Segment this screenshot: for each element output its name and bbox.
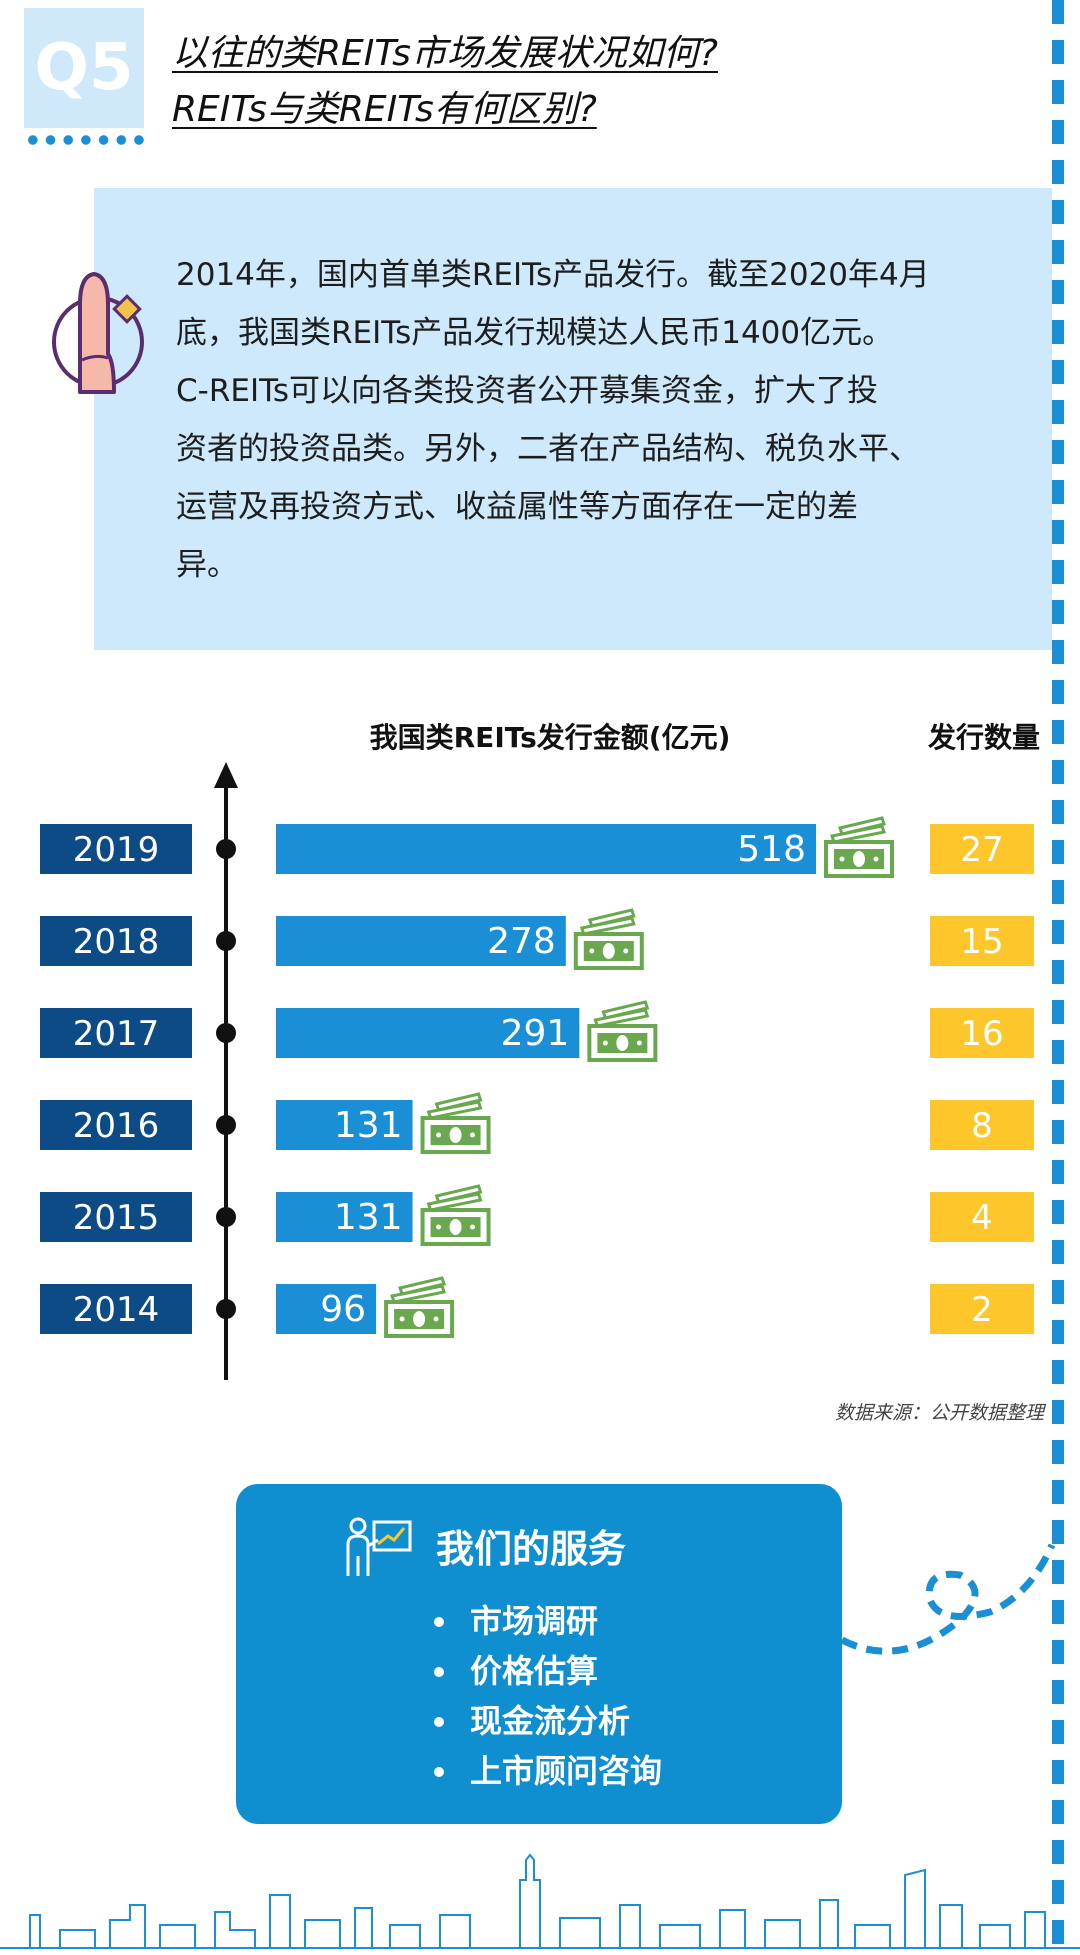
answer-line: 底，我国类REITs产品发行规模达人民币1400亿元。: [176, 315, 894, 351]
amount-bar: [276, 1008, 580, 1058]
services-list: 市场调研 价格估算 现金流分析 上市顾问咨询: [432, 1596, 662, 1796]
axis-dot: [216, 931, 236, 951]
presenter-chart-icon: [346, 1517, 412, 1576]
question-badge: Q5: [24, 8, 144, 128]
amount-value-label: 131: [334, 1197, 403, 1238]
year-label: 2014: [73, 1290, 160, 1330]
count-value-label: 8: [971, 1106, 993, 1146]
year-label-box: [40, 1284, 192, 1334]
answer-text: 2014年，国内首单类REITs产品发行。截至2020年4月 底，我国类REIT…: [176, 246, 986, 594]
city-skyline: [0, 1853, 1080, 1949]
axis-dot: [216, 1023, 236, 1043]
money-stack-icon: [573, 908, 644, 970]
chart-title: 我国类REITs发行金额(亿元): [369, 721, 731, 754]
year-label: 2017: [73, 1014, 160, 1054]
year-label: 2015: [73, 1198, 160, 1238]
amount-bar: [276, 916, 566, 966]
question-title-line2: REITs与类REITs有何区别?: [172, 89, 597, 130]
answer-line: 异。: [176, 547, 238, 583]
count-value-label: 2: [971, 1290, 993, 1330]
year-label: 2018: [73, 922, 160, 962]
amount-bar: [276, 824, 816, 874]
axis-dot: [216, 1115, 236, 1135]
year-label-box: [40, 1008, 192, 1058]
answer-line: 2014年，国内首单类REITs产品发行。截至2020年4月: [176, 257, 930, 293]
money-stack-icon: [824, 816, 894, 878]
count-value-label: 15: [960, 922, 1003, 962]
axis-dot: [216, 1207, 236, 1227]
count-box: [930, 1192, 1034, 1242]
count-value-label: 27: [960, 830, 1003, 870]
count-box: [930, 824, 1034, 874]
axis-dot: [216, 1299, 236, 1319]
amount-bar: [276, 1100, 413, 1150]
amount-value-label: 518: [737, 829, 806, 870]
amount-value-label: 291: [501, 1013, 570, 1054]
right-dashed-border: [1052, 0, 1064, 1955]
count-box: [930, 1008, 1034, 1058]
services-panel: [236, 1484, 842, 1824]
services-title: 我们的服务: [436, 1527, 627, 1571]
hand-pointing-icon: [52, 272, 144, 394]
answer-line: 运营及再投资方式、收益属性等方面存在一定的差: [176, 489, 858, 525]
service-item: 价格估算: [432, 1646, 662, 1696]
service-item: 市场调研: [432, 1596, 662, 1646]
count-box: [930, 1100, 1034, 1150]
answer-box: [94, 188, 1052, 650]
answer-line: 资者的投资品类。另外，二者在产品结构、税负水平、: [176, 431, 920, 467]
count-value-label: 16: [960, 1014, 1003, 1054]
year-label-box: [40, 824, 192, 874]
money-stack-icon: [420, 1184, 491, 1246]
year-label: 2016: [73, 1106, 160, 1146]
badge-dots: [24, 134, 148, 146]
question-title-line1: 以往的类REITs市场发展状况如何?: [172, 33, 718, 74]
year-label-box: [40, 916, 192, 966]
money-stack-icon: [420, 1092, 491, 1154]
axis-dot: [216, 839, 236, 859]
money-stack-icon: [587, 1000, 658, 1062]
bar-chart: 2019 518 27 2018 278 15 2017 291 16 2016 131 8 2015 1…: [40, 762, 1034, 1380]
question-title: 以往的类REITs市场发展状况如何? REITs与类REITs有何区别?: [172, 26, 812, 138]
amount-bar: [276, 1284, 377, 1334]
answer-line: C-REITs可以向各类投资者公开募集资金，扩大了投: [176, 373, 879, 409]
year-label-box: [40, 1192, 192, 1242]
money-stack-icon: [384, 1276, 455, 1338]
year-label: 2019: [73, 830, 160, 870]
service-item: 现金流分析: [432, 1696, 662, 1746]
service-item: 上市顾问咨询: [432, 1746, 662, 1796]
count-box: [930, 916, 1034, 966]
year-label-box: [40, 1100, 192, 1150]
amount-value-label: 96: [320, 1289, 366, 1330]
data-source-note: 数据来源：公开数据整理: [834, 1402, 1044, 1424]
count-value-label: 4: [971, 1198, 993, 1238]
amount-value-label: 278: [487, 921, 556, 962]
amount-value-label: 131: [334, 1105, 403, 1146]
count-box: [930, 1284, 1034, 1334]
amount-bar: [276, 1192, 413, 1242]
dashed-curve: [840, 1543, 1056, 1655]
count-column-title: 发行数量: [927, 721, 1040, 754]
y-axis-arrow: [214, 762, 238, 788]
